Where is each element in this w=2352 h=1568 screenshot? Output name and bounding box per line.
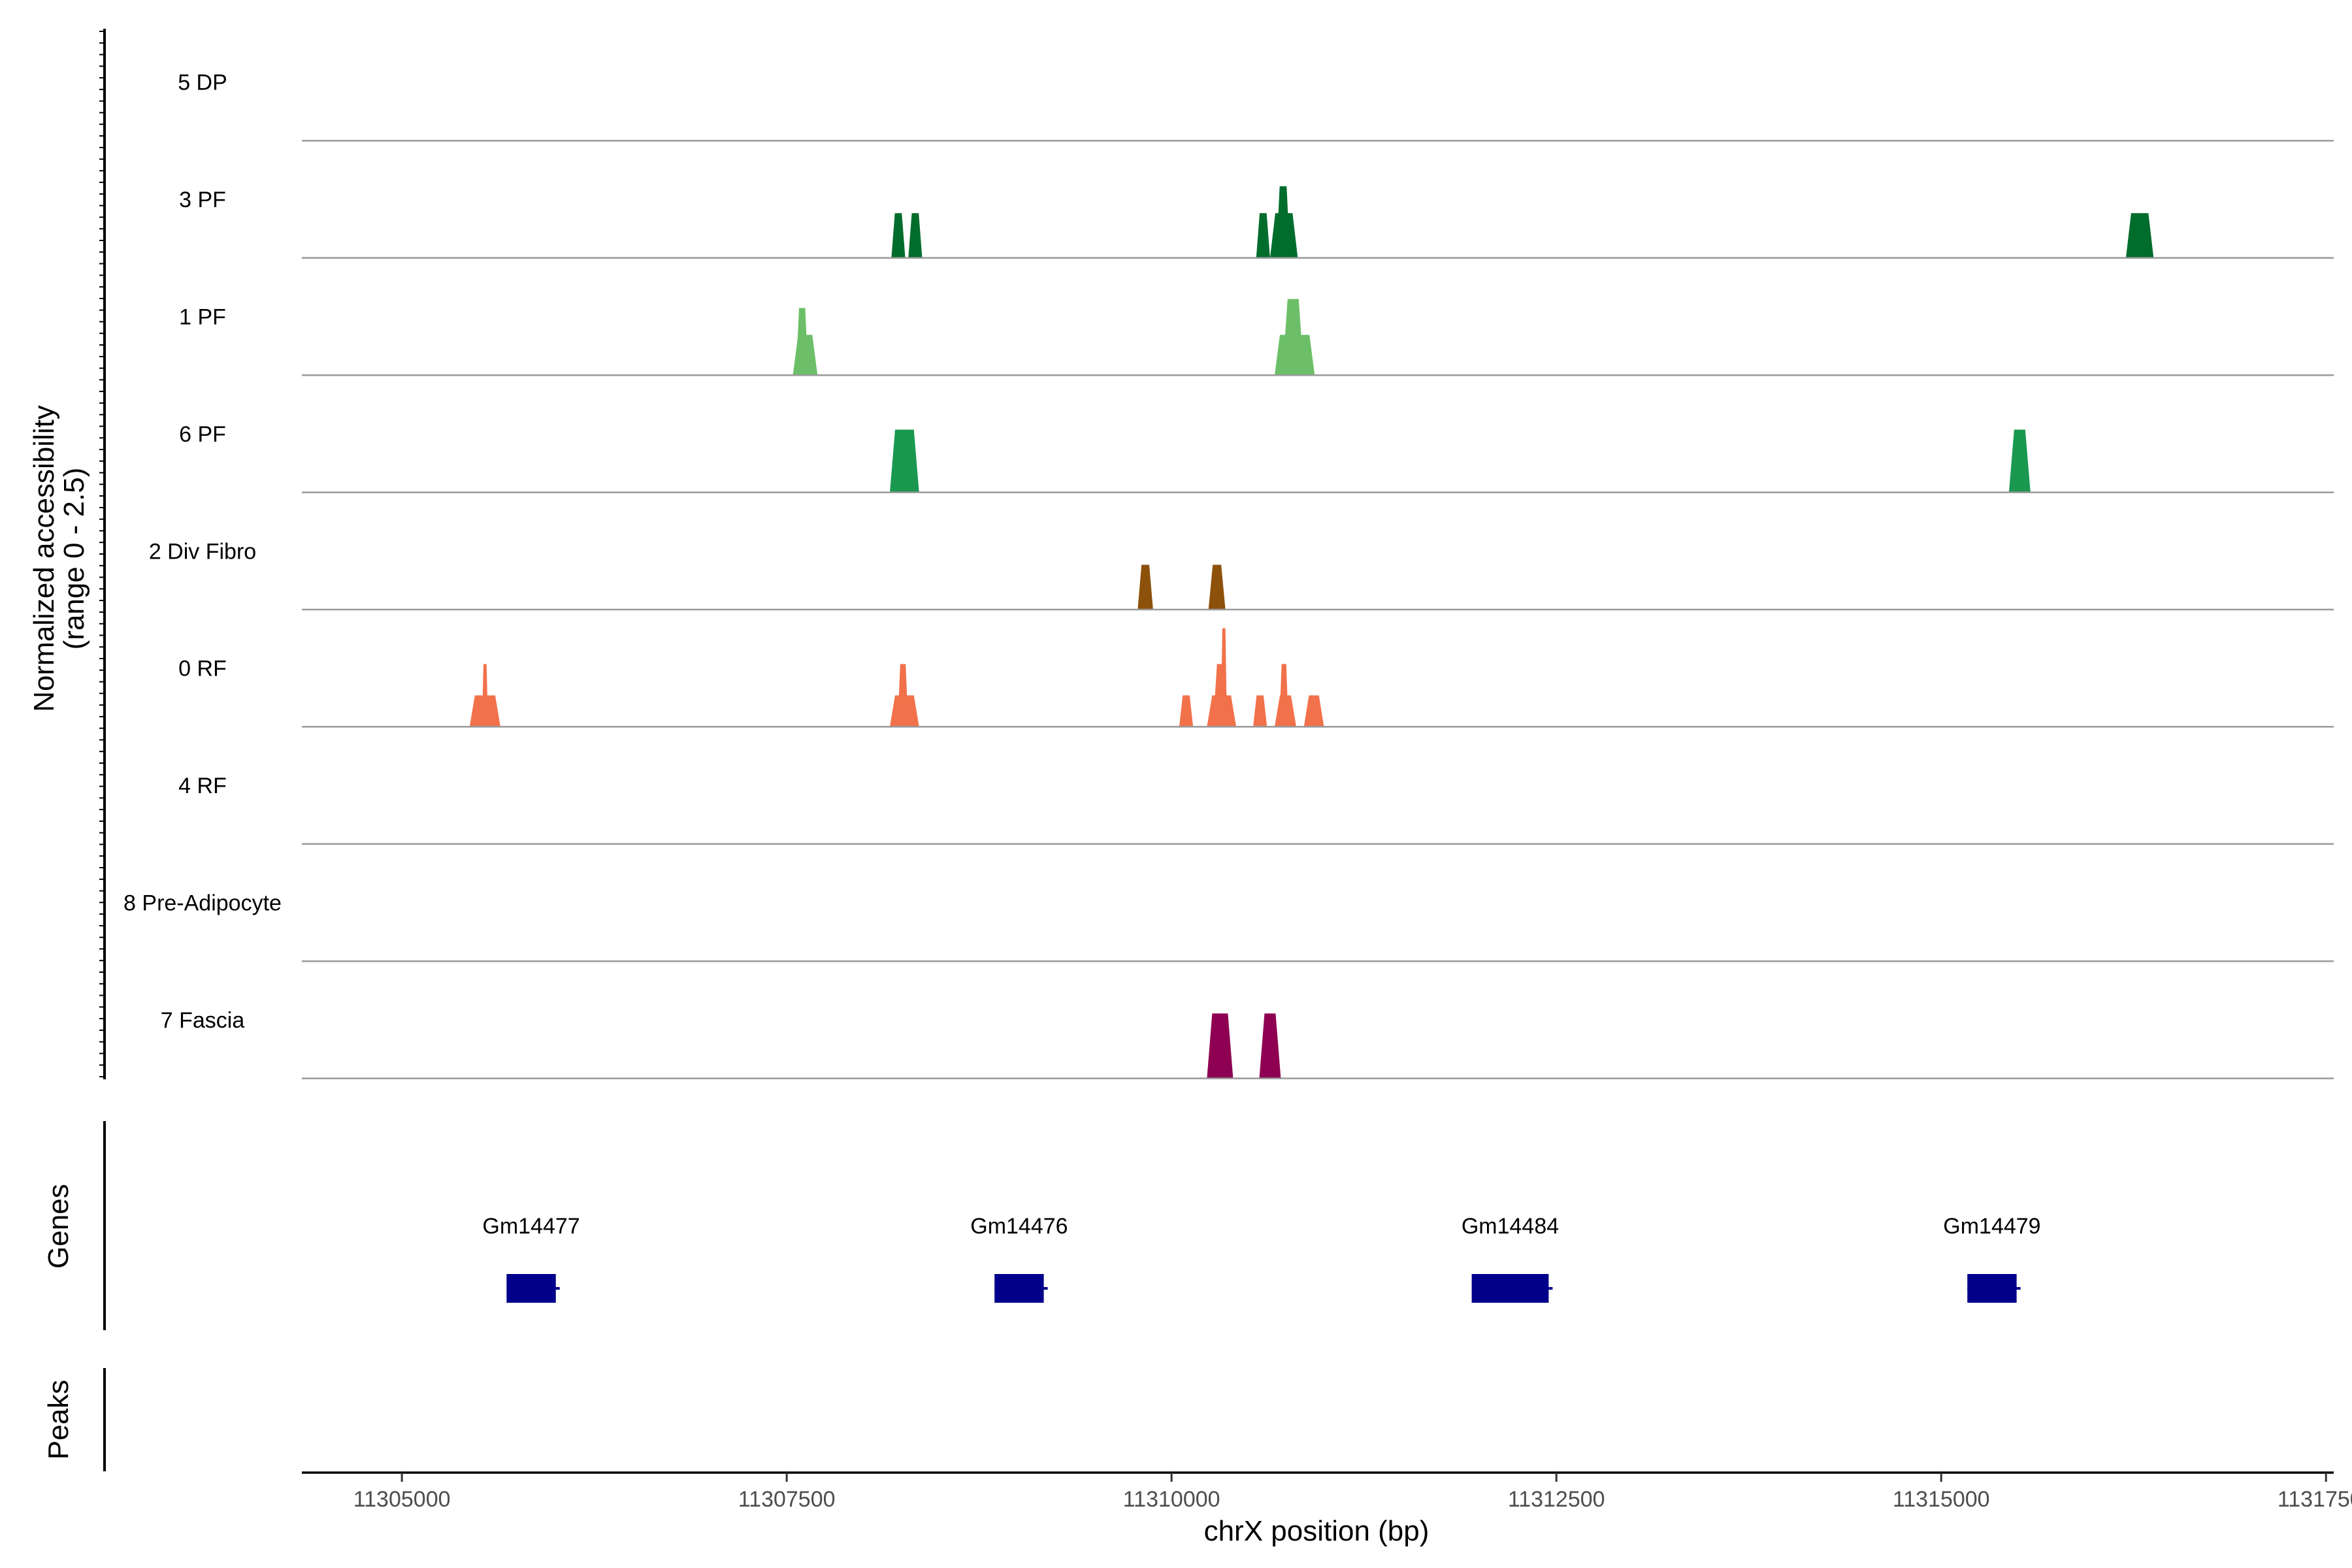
y-axis-title-line1: Normalized accessibility — [28, 405, 60, 711]
accessibility-peak — [890, 429, 919, 493]
accessibility-peak — [1179, 695, 1194, 727]
x-tick-label: 11317500 — [2278, 1487, 2352, 1512]
accessibility-peak — [796, 308, 809, 376]
track-6-pf: 6 PF — [179, 422, 2334, 493]
accessibility-peak — [908, 213, 923, 258]
track-5-dp: 5 DP — [178, 71, 2334, 142]
accessibility-peak — [1282, 299, 1304, 376]
gene-label: Gm14476 — [970, 1214, 1068, 1239]
accessibility-peak — [1276, 186, 1290, 258]
gene-gm14477: Gm14477 — [482, 1214, 580, 1303]
track-label: 1 PF — [179, 305, 226, 330]
track-label: 3 PF — [179, 188, 226, 212]
accessibility-peak — [891, 213, 906, 258]
genes-layer: Gm14477 Gm14476 Gm14484 Gm14479 — [482, 1214, 2041, 1303]
track-label: 2 Div Fibro — [149, 539, 256, 564]
track-label: 4 RF — [178, 774, 227, 798]
side-panels — [99, 29, 106, 1471]
track-3-pf: 3 PF — [179, 186, 2334, 259]
x-tick-label: 11310000 — [1123, 1487, 1220, 1512]
accessibility-peak — [1253, 695, 1267, 727]
x-axis: 11305000 11307500 11310000 11312500 11315000… — [302, 1471, 2352, 1512]
track-label: 0 RF — [178, 657, 227, 681]
x-tick-label: 11315000 — [1893, 1487, 1990, 1512]
genes-panel-title: Genes — [42, 1184, 74, 1269]
track-label: 7 Fascia — [161, 1008, 245, 1033]
gene-gm14476: Gm14476 — [970, 1214, 1068, 1303]
gene-label: Gm14479 — [1943, 1214, 2040, 1239]
accessibility-peak — [2125, 213, 2154, 258]
gene-gm14479: Gm14479 — [1943, 1214, 2041, 1303]
x-tick-label: 11307500 — [738, 1487, 836, 1512]
track-7-fascia: 7 Fascia — [161, 1008, 2334, 1079]
accessibility-peak — [1137, 564, 1153, 610]
accessibility-peak — [1208, 564, 1226, 610]
track-label: 6 PF — [179, 422, 226, 447]
track-2-div-fibro: 2 Div Fibro — [149, 539, 2334, 611]
x-tick-label: 11305000 — [353, 1487, 451, 1512]
accessibility-peak — [1207, 1013, 1233, 1079]
x-tick-label: 11312500 — [1508, 1487, 1605, 1512]
accessibility-peak — [482, 664, 489, 727]
track-0-rf: 0 RF — [178, 628, 2334, 728]
tracks-layer: 5 DP 3 PF 1 PF 6 PF 2 Div Fibro 0 RF 4 RF 8 Pre… — [123, 71, 2334, 1079]
track-1-pf: 1 PF — [179, 299, 2334, 376]
gene-label: Gm14484 — [1462, 1214, 1559, 1239]
gene-gm14484: Gm14484 — [1462, 1214, 1559, 1303]
accessibility-peak — [897, 664, 909, 727]
accessibility-peak — [2008, 429, 2031, 493]
peaks-panel-title: Peaks — [42, 1380, 74, 1460]
accessibility-peak — [1259, 1013, 1281, 1079]
accessibility-peak — [1303, 695, 1324, 727]
track-label: 8 Pre-Adipocyte — [123, 891, 282, 916]
y-axis-title-line2: (range 0 - 2.5) — [58, 468, 90, 650]
track-label: 5 DP — [178, 71, 227, 95]
track-8-pre-adipocyte: 8 Pre-Adipocyte — [123, 891, 2334, 962]
accessibility-peak — [1220, 628, 1227, 727]
gene-label: Gm14477 — [482, 1214, 580, 1239]
x-axis-title: chrX position (bp) — [1204, 1515, 1429, 1547]
accessibility-peak — [1279, 664, 1289, 727]
accessibility-peak — [1256, 213, 1270, 258]
track-4-rf: 4 RF — [178, 774, 2334, 845]
